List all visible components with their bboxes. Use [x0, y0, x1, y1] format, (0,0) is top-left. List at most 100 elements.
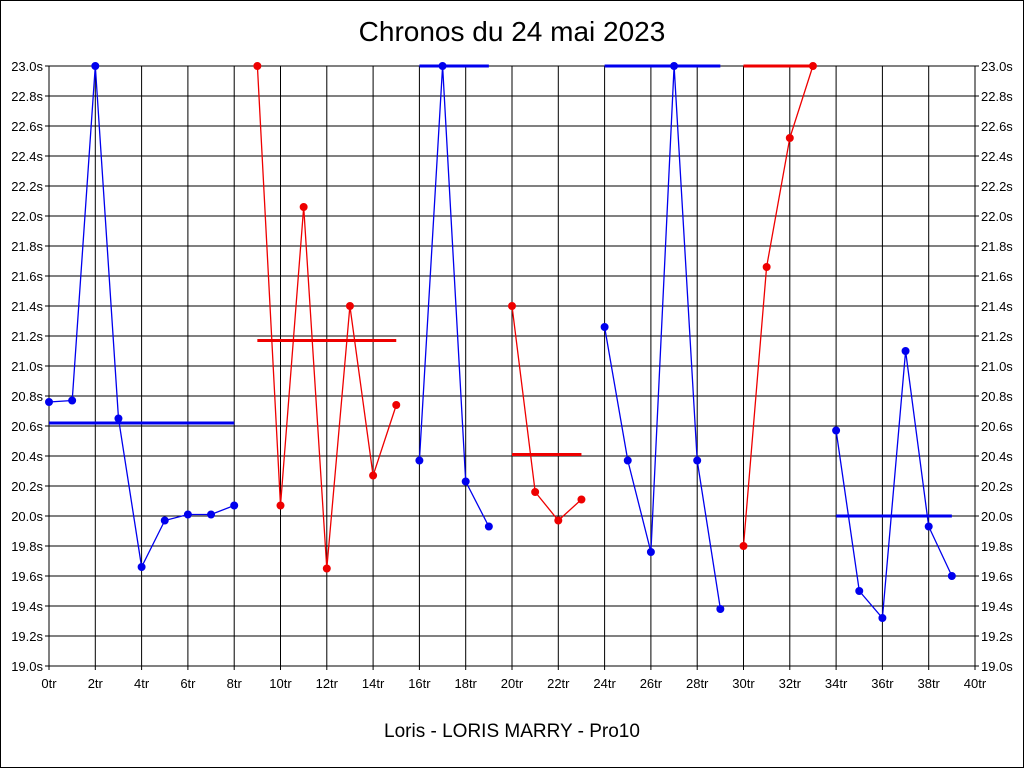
x-tick-label: 20tr	[501, 676, 524, 691]
y-tick-label-right: 19.0s	[981, 659, 1013, 674]
y-tick-label-left: 22.4s	[11, 149, 43, 164]
y-tick-label-right: 20.0s	[981, 509, 1013, 524]
y-tick-label-right: 19.2s	[981, 629, 1013, 644]
data-point	[554, 516, 563, 525]
y-tick-label-right: 20.4s	[981, 449, 1013, 464]
x-tick-label: 6tr	[180, 676, 196, 691]
x-tick-label: 32tr	[779, 676, 802, 691]
data-point	[855, 587, 864, 595]
y-tick-label-left: 21.8s	[11, 239, 43, 254]
x-tick-label: 0tr	[41, 676, 57, 691]
x-tick-label: 40tr	[964, 676, 987, 691]
y-tick-label-left: 20.8s	[11, 389, 43, 404]
y-tick-label-left: 21.2s	[11, 329, 43, 344]
data-point	[415, 456, 424, 465]
data-point	[531, 488, 540, 496]
data-point	[207, 510, 216, 519]
series-line	[418, 65, 490, 527]
chart-title: Chronos du 24 mai 2023	[358, 16, 666, 47]
y-tick-label-right: 23.0s	[981, 59, 1013, 74]
data-point	[253, 62, 262, 70]
y-tick-label-left: 23.0s	[11, 59, 43, 74]
y-tick-label-right: 20.8s	[981, 389, 1013, 404]
data-point	[230, 501, 239, 510]
data-point	[693, 456, 702, 465]
data-point	[369, 471, 378, 480]
data-point	[947, 572, 956, 580]
x-tick-label: 34tr	[825, 676, 848, 691]
y-tick-label-right: 21.4s	[981, 299, 1013, 314]
data-point	[901, 347, 910, 355]
data-point	[322, 564, 331, 573]
data-point	[762, 263, 771, 271]
chart-footer: Loris - LORIS MARRY - Pro10	[384, 721, 640, 742]
x-tick-label: 2tr	[88, 676, 104, 691]
y-tick-label-left: 19.2s	[11, 629, 43, 644]
y-tick-label-right: 19.6s	[981, 569, 1013, 584]
data-point	[160, 516, 169, 525]
y-tick-label-right: 22.4s	[981, 149, 1013, 164]
data-point	[808, 62, 817, 70]
y-tick-label-right: 19.4s	[981, 599, 1013, 614]
x-tick-label: 10tr	[269, 676, 292, 691]
y-tick-label-right: 22.8s	[981, 89, 1013, 104]
data-point	[878, 614, 887, 622]
y-tick-label-left: 22.6s	[11, 119, 43, 134]
x-tick-label: 22tr	[547, 676, 570, 691]
data-point	[183, 510, 192, 519]
data-point	[924, 522, 933, 531]
data-point	[785, 134, 794, 142]
data-point	[832, 426, 841, 435]
y-tick-label-left: 19.0s	[11, 659, 43, 674]
x-tick-label: 12tr	[316, 676, 339, 691]
x-tick-label: 24tr	[593, 676, 616, 691]
x-tick-label: 38tr	[917, 676, 940, 691]
data-point	[623, 456, 632, 465]
series-line	[835, 350, 953, 620]
y-tick-label-right: 21.0s	[981, 359, 1013, 374]
y-tick-label-left: 21.4s	[11, 299, 43, 314]
y-tick-label-left: 21.6s	[11, 269, 43, 284]
y-tick-label-left: 21.0s	[11, 359, 43, 374]
data-point	[670, 62, 679, 70]
y-tick-label-right: 22.2s	[981, 179, 1013, 194]
series-line	[603, 65, 722, 610]
x-tick-label: 16tr	[408, 676, 431, 691]
x-tick-label: 26tr	[640, 676, 663, 691]
data-point	[45, 398, 53, 406]
data-point	[299, 203, 308, 211]
series-line	[511, 305, 582, 522]
x-tick-label: 8tr	[227, 676, 243, 691]
y-tick-label-right: 20.6s	[981, 419, 1013, 434]
y-tick-label-left: 19.8s	[11, 539, 43, 554]
x-tick-label: 4tr	[134, 676, 150, 691]
y-tick-label-right: 22.0s	[981, 209, 1013, 224]
y-tick-label-right: 21.2s	[981, 329, 1013, 344]
data-point	[716, 605, 725, 613]
y-tick-label-left: 20.0s	[11, 509, 43, 524]
y-tick-label-left: 22.0s	[11, 209, 43, 224]
data-point	[345, 302, 354, 310]
data-point	[276, 501, 285, 510]
y-tick-label-right: 22.6s	[981, 119, 1013, 134]
data-point	[739, 542, 748, 550]
x-tick-label: 14tr	[362, 676, 385, 691]
data-point	[461, 477, 470, 486]
data-point	[508, 302, 516, 310]
data-point	[68, 396, 77, 405]
y-tick-label-left: 19.6s	[11, 569, 43, 584]
data-point	[392, 401, 401, 409]
x-tick-label: 36tr	[871, 676, 894, 691]
y-tick-label-left: 22.2s	[11, 179, 43, 194]
data-point	[646, 548, 655, 556]
data-point	[577, 495, 586, 504]
x-tick-label: 28tr	[686, 676, 709, 691]
series-line	[742, 65, 814, 547]
y-tick-label-left: 20.6s	[11, 419, 43, 434]
data-point	[137, 563, 146, 571]
y-tick-label-right: 19.8s	[981, 539, 1013, 554]
y-tick-label-left: 19.4s	[11, 599, 43, 614]
y-tick-label-left: 22.8s	[11, 89, 43, 104]
data-point	[600, 323, 609, 331]
